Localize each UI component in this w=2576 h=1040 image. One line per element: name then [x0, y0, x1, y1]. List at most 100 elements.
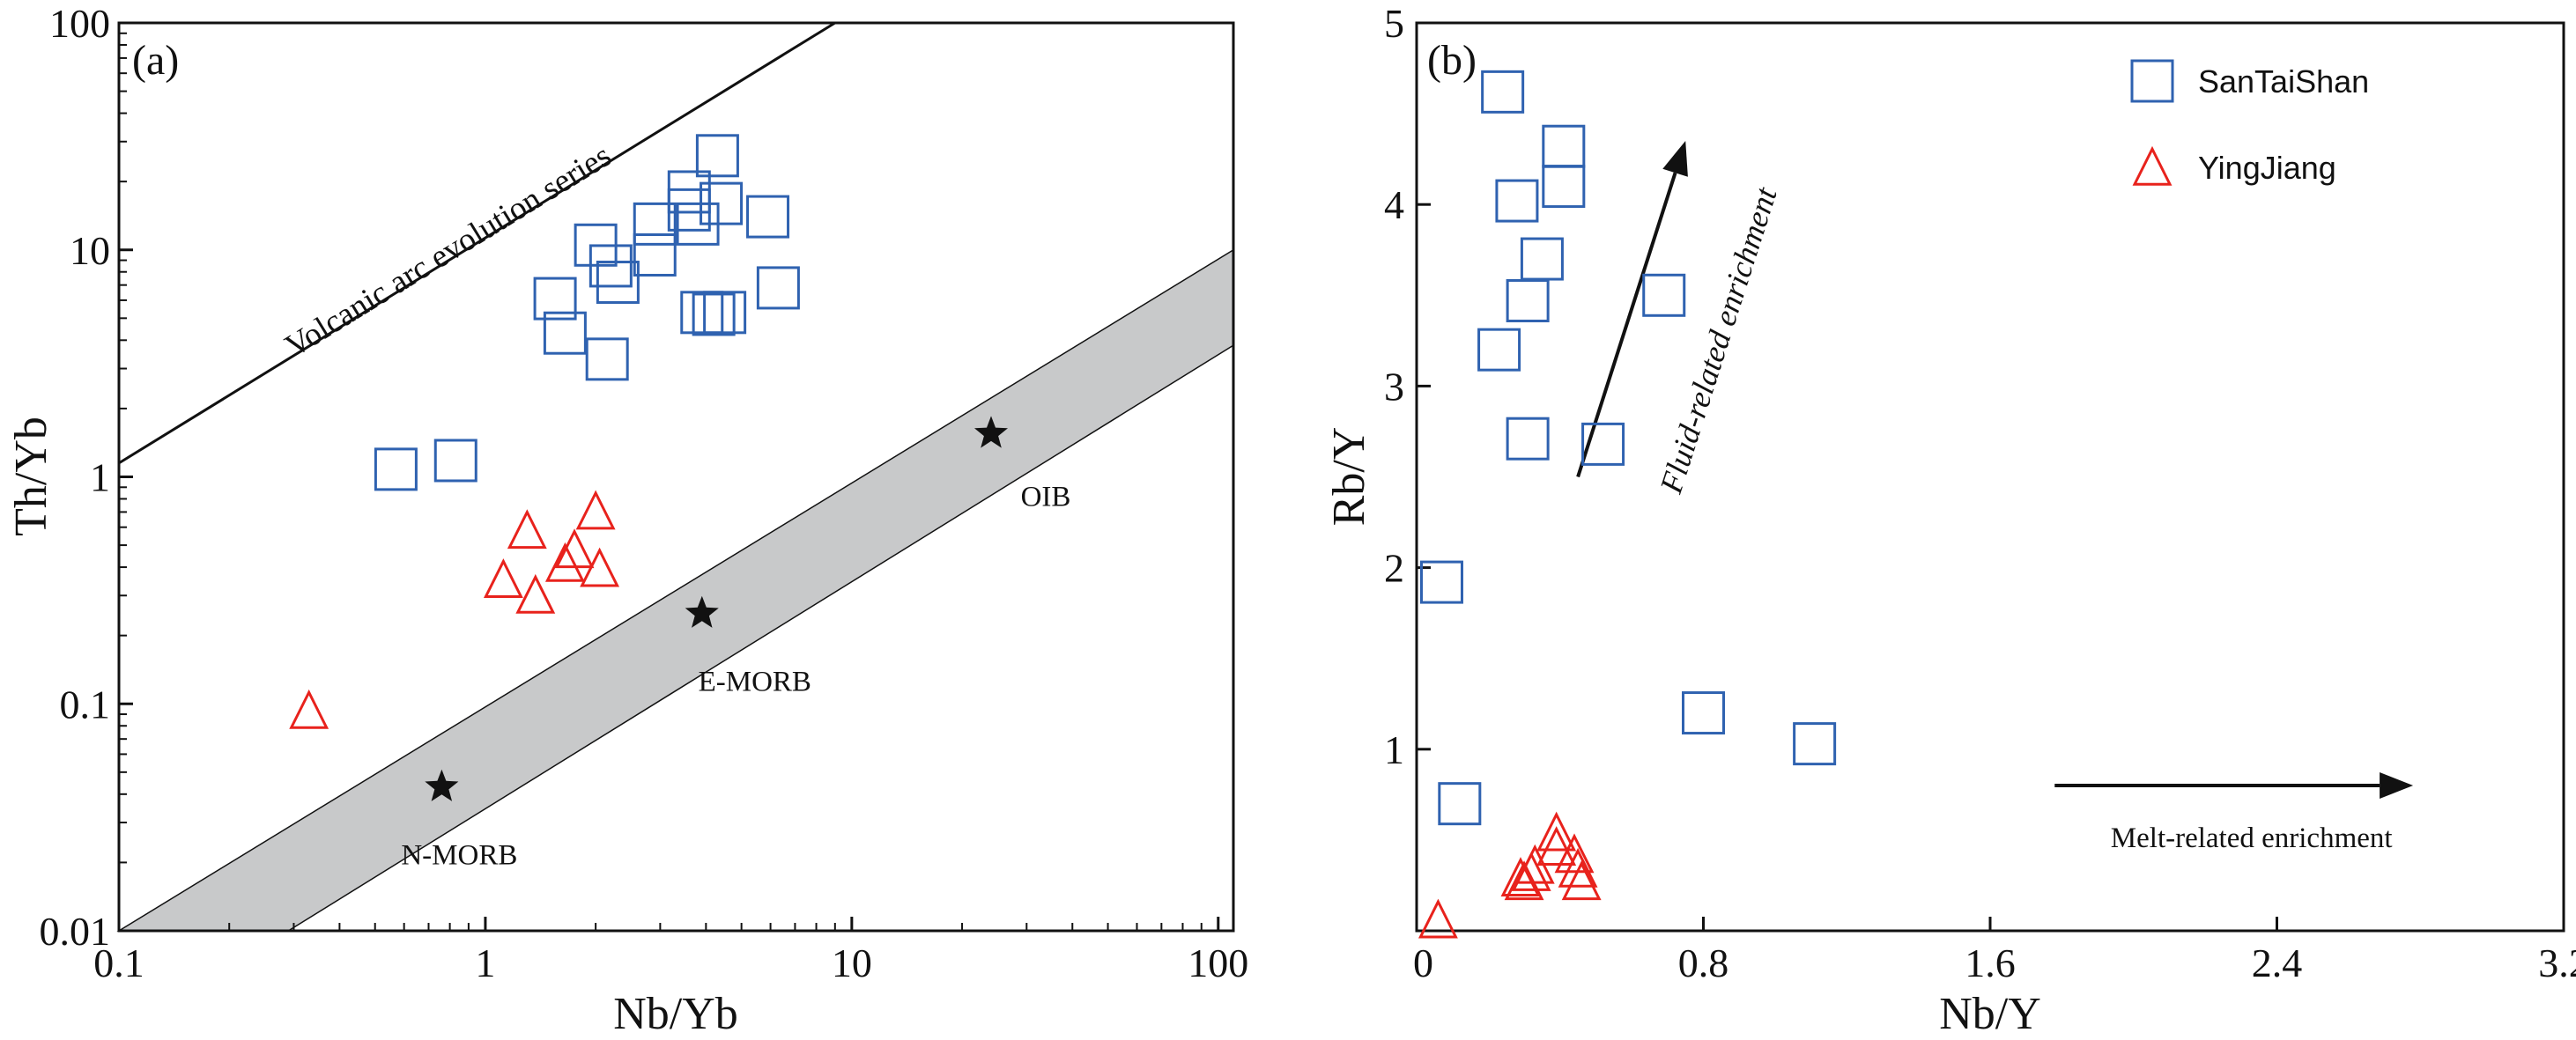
data-point-santaishan — [543, 311, 587, 355]
data-point-santaishan — [1793, 722, 1837, 766]
data-point-santaishan — [703, 291, 747, 335]
data-point-yingjiang — [507, 509, 547, 550]
data-point-santaishan — [756, 266, 800, 310]
data-point-yingjiang — [1536, 826, 1577, 866]
mantle-array-band — [116, 248, 1234, 932]
legend: SanTaiShan YingJiang — [2130, 59, 2369, 186]
panel-a-plot: Volcanic arc evolution series 0.1 1 10 100 0… — [6, 1, 1248, 1039]
x-tick-label: 1.6 — [1965, 940, 2016, 985]
y-tick-label: 0.1 — [60, 682, 111, 727]
x-tick-label: 3.2 — [2538, 940, 2576, 985]
y-tick-label: 100 — [49, 1, 110, 46]
data-point-santaishan — [695, 134, 739, 178]
data-point-yingjiang — [515, 573, 556, 614]
data-point-yingjiang — [1500, 857, 1541, 897]
data-point-yingjiang — [1558, 847, 1598, 888]
reference-star — [974, 416, 1008, 448]
panel-a-points — [289, 134, 800, 729]
data-point-yingjiang — [1554, 833, 1595, 874]
enrichment-arrows: Fluid-related enrichment Melt-related enr… — [1576, 141, 2414, 854]
reference-star — [425, 769, 459, 801]
data-point-santaishan — [1438, 782, 1482, 826]
y-tick-label: 4 — [1384, 182, 1404, 227]
data-point-santaishan — [1481, 70, 1525, 114]
data-point-santaishan — [1542, 124, 1586, 168]
arrow-shaft — [1576, 172, 1677, 478]
y-tick-label: 1 — [90, 455, 110, 500]
data-point-santaishan — [1477, 328, 1521, 372]
arrow-head — [1662, 141, 1688, 177]
data-point-yingjiang — [1561, 860, 1602, 901]
x-tick-label: 0.8 — [1678, 940, 1729, 985]
melt-enrichment-label: Melt-related enrichment — [2111, 822, 2393, 854]
panel-a-xlabel: Nb/Yb — [613, 989, 738, 1039]
data-point-santaishan — [374, 447, 418, 491]
data-point-santaishan — [692, 292, 736, 336]
reference-label: E-MORB — [699, 667, 811, 698]
y-tick-label: 1 — [1384, 727, 1404, 772]
panel-b-ticks: 0 0.8 1.6 2.4 3.2 1 2 3 4 5 — [1384, 1, 2576, 985]
x-tick-label: 1 — [475, 940, 495, 985]
legend-marker-triangle — [2132, 145, 2173, 186]
reference-points: N-MORB E-MORB OIB — [401, 416, 1071, 872]
x-tick-label: 0 — [1413, 940, 1433, 985]
data-point-yingjiang — [1536, 811, 1577, 852]
panel-b-frame — [1415, 21, 2565, 933]
data-point-santaishan — [1520, 237, 1564, 281]
x-tick-label: 0.1 — [93, 940, 144, 985]
data-point-yingjiang — [580, 547, 620, 587]
volcanic-arc-label: Volcanic arc evolution series — [279, 137, 618, 365]
mantle-array-fill — [116, 248, 1234, 932]
data-point-santaishan — [676, 202, 720, 246]
data-point-santaishan — [1542, 165, 1586, 209]
data-point-santaishan — [1682, 691, 1725, 735]
data-point-santaishan — [1419, 560, 1463, 604]
legend-label: SanTaiShan — [2198, 63, 2369, 100]
panel-a-label: (a) — [132, 37, 179, 84]
data-point-yingjiang — [544, 542, 585, 582]
data-point-santaishan — [1642, 273, 1686, 317]
arrow-head — [2380, 772, 2414, 799]
data-point-santaishan — [1495, 179, 1539, 223]
volcanic-arc-line-path — [118, 21, 836, 465]
data-point-santaishan — [533, 277, 577, 321]
data-point-santaishan — [1506, 278, 1550, 322]
panel-b-points — [1418, 70, 1837, 939]
data-point-yingjiang — [483, 558, 523, 598]
y-tick-label: 5 — [1384, 1, 1404, 46]
x-tick-label: 100 — [1188, 940, 1248, 985]
y-tick-label: 0.01 — [40, 909, 111, 954]
data-point-santaishan — [588, 244, 633, 288]
data-point-santaishan — [596, 261, 640, 305]
x-tick-label: 2.4 — [2252, 940, 2303, 985]
data-point-yingjiang — [575, 490, 616, 530]
reference-label: OIB — [1021, 481, 1071, 513]
reference-label: N-MORB — [401, 840, 517, 872]
data-point-santaishan — [1581, 422, 1625, 466]
volcanic-arc-line: Volcanic arc evolution series — [118, 21, 836, 465]
y-tick-label: 2 — [1384, 546, 1404, 591]
legend-marker-square — [2130, 59, 2174, 103]
data-point-yingjiang — [1504, 860, 1544, 901]
legend-label: YingJiang — [2198, 150, 2336, 186]
y-tick-label: 10 — [70, 228, 110, 273]
data-point-santaishan — [433, 439, 477, 483]
data-point-yingjiang — [1511, 851, 1551, 891]
x-tick-label: 10 — [832, 940, 872, 985]
panel-a-ylabel: Th/Yb — [6, 417, 56, 536]
data-point-yingjiang — [1418, 898, 1458, 939]
data-point-santaishan — [585, 337, 629, 381]
y-tick-label: 3 — [1384, 364, 1404, 409]
panel-b-ylabel: Rb/Y — [1324, 427, 1374, 527]
data-point-santaishan — [1506, 417, 1550, 461]
fluid-enrichment-label: Fluid-related enrichment — [1653, 182, 1784, 498]
panel-b-label: (b) — [1427, 37, 1477, 84]
reference-star — [685, 595, 719, 628]
data-point-santaishan — [746, 195, 790, 239]
data-point-santaishan — [633, 202, 677, 246]
data-point-santaishan — [633, 232, 677, 277]
panel-b-xlabel: Nb/Y — [1939, 989, 2041, 1039]
panel-b-plot: 0 0.8 1.6 2.4 3.2 1 2 3 4 5 Fluid-related enrichm… — [1324, 1, 2576, 1039]
